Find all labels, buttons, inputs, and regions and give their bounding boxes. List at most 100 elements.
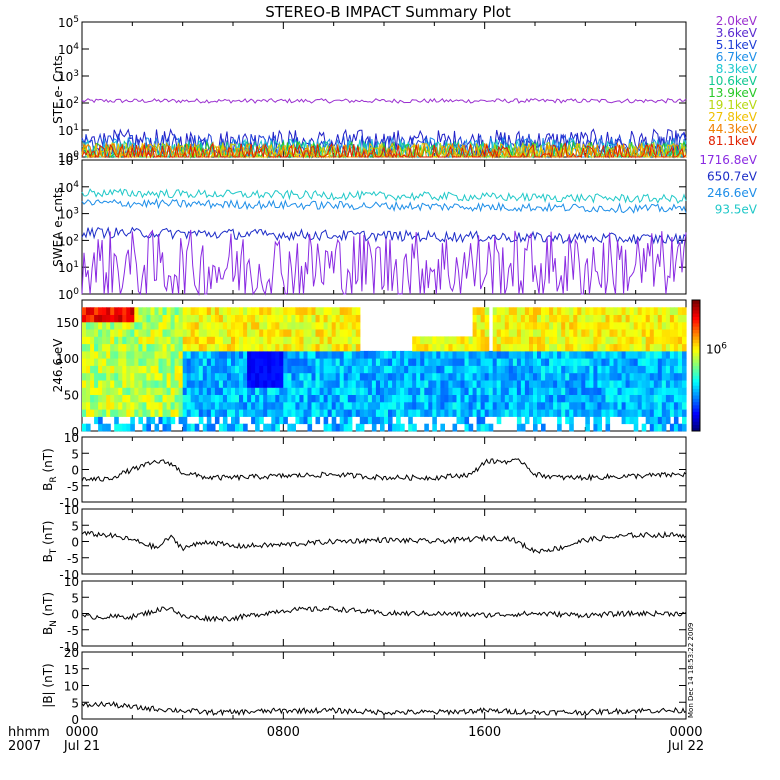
pad-heatmap-cell	[327, 314, 333, 323]
pad-heatmap-cell	[142, 372, 147, 381]
pad-heatmap-cell	[86, 343, 91, 352]
pad-heatmap-cell	[166, 321, 172, 330]
pad-heatmap-cell	[114, 380, 119, 388]
pad-heatmap-cell	[291, 321, 296, 330]
pad-heatmap-cell	[625, 365, 631, 374]
pad-heatmap-cell	[210, 350, 216, 359]
pad-heatmap-cell	[432, 387, 437, 395]
pad-heatmap-cell	[255, 307, 260, 315]
pad-heatmap-cell	[682, 423, 687, 432]
pad-heatmap-cell	[198, 372, 204, 381]
pad-heatmap-cell	[218, 307, 224, 315]
pad-heatmap-cell	[235, 394, 240, 403]
pad-heatmap-cell	[243, 350, 248, 359]
pad-heatmap-cell	[649, 314, 655, 323]
pad-heatmap-cell	[593, 416, 598, 425]
pad-heatmap-cell	[327, 423, 333, 432]
pad-heatmap-cell	[343, 394, 349, 403]
pad-heatmap-cell	[251, 416, 256, 425]
pad-heatmap-cell	[106, 329, 111, 337]
pad-heatmap-cell	[174, 350, 180, 359]
pad-heatmap-cell	[496, 387, 502, 395]
pad-heatmap-cell	[637, 307, 643, 315]
pad-heatmap-cell	[98, 409, 103, 417]
pad-heatmap-cell	[267, 358, 272, 366]
pad-heatmap-cell	[388, 423, 393, 432]
pad-heatmap-cell	[593, 343, 598, 352]
pad-heatmap-cell	[339, 343, 345, 352]
pad-heatmap-cell	[508, 350, 514, 359]
pad-heatmap-cell	[533, 314, 538, 323]
pad-heatmap-cell	[202, 394, 208, 403]
pad-heatmap-cell	[581, 358, 586, 366]
pad-heatmap-cell	[520, 307, 526, 315]
pad-heatmap-cell	[178, 343, 184, 352]
pad-heatmap-cell	[384, 394, 389, 403]
pad-heatmap-cell	[464, 387, 470, 395]
pad-heatmap-cell	[327, 343, 333, 352]
pad-heatmap-cell	[412, 372, 417, 381]
pad-heatmap-cell	[396, 423, 401, 432]
pad-heatmap-cell	[597, 387, 602, 395]
pad-heatmap-cell	[182, 307, 188, 315]
pad-heatmap-cell	[194, 372, 200, 381]
pad-heatmap-cell	[673, 372, 679, 381]
pad-heatmap-cell	[303, 365, 309, 374]
pad-heatmap-cell	[621, 372, 627, 381]
pad-heatmap-cell	[549, 387, 554, 395]
pad-heatmap-cell	[110, 321, 115, 330]
pad-heatmap-cell	[146, 409, 151, 417]
pad-heatmap-cell	[617, 394, 623, 403]
pad-heatmap-cell	[609, 314, 615, 323]
pad-heatmap-cell	[339, 336, 345, 345]
pad-heatmap-cell	[279, 365, 284, 374]
pad-heatmap-cell	[633, 314, 639, 323]
pad-heatmap-cell	[218, 343, 224, 352]
pad-heatmap-cell	[263, 307, 268, 315]
pad-heatmap-cell	[682, 307, 687, 315]
pad-heatmap-cell	[476, 372, 482, 381]
pad-heatmap-cell	[331, 380, 337, 388]
pad-heatmap-cell	[267, 380, 272, 388]
pad-heatmap-cell	[263, 343, 268, 352]
pad-heatmap-cell	[158, 321, 164, 330]
pad-colorbar-cell	[692, 349, 700, 353]
pad-heatmap-cell	[665, 416, 671, 425]
pad-y-tick-label: 0	[71, 425, 79, 439]
pad-heatmap-cell	[102, 358, 107, 366]
pad-heatmap-cell	[259, 350, 264, 359]
pad-heatmap-cell	[549, 307, 554, 315]
pad-heatmap-cell	[102, 365, 107, 374]
pad-heatmap-cell	[158, 307, 164, 315]
pad-heatmap-cell	[174, 387, 180, 395]
pad-heatmap-cell	[649, 416, 655, 425]
pad-heatmap-cell	[323, 314, 329, 323]
pad-colorbar-cell	[692, 300, 700, 304]
pad-heatmap-cell	[561, 350, 566, 359]
pad-heatmap-cell	[404, 394, 409, 403]
pad-heatmap-cell	[94, 372, 99, 381]
pad-heatmap-cell	[331, 372, 337, 381]
pad-heatmap-cell	[657, 321, 663, 330]
pad-heatmap-cell	[428, 409, 433, 417]
pad-heatmap-cell	[533, 401, 538, 410]
pad-heatmap-cell	[315, 365, 321, 374]
pad-heatmap-cell	[524, 329, 530, 337]
pad-heatmap-cell	[146, 387, 151, 395]
pad-heatmap-cell	[158, 401, 164, 410]
pad-heatmap-cell	[162, 314, 168, 323]
pad-heatmap-cell	[271, 423, 276, 432]
pad-heatmap-cell	[408, 380, 413, 388]
pad-heatmap-cell	[444, 401, 449, 410]
pad-heatmap-cell	[388, 372, 393, 381]
pad-heatmap-cell	[424, 365, 429, 374]
pad-heatmap-cell	[557, 401, 562, 410]
pad-heatmap-cell	[190, 380, 196, 388]
pad-heatmap-cell	[218, 329, 224, 337]
pad-heatmap-cell	[271, 380, 276, 388]
pad-heatmap-cell	[416, 336, 421, 345]
pad-heatmap-cell	[311, 365, 317, 374]
pad-heatmap-cell	[629, 372, 635, 381]
pad-heatmap-cell	[134, 401, 139, 410]
pad-heatmap-cell	[448, 365, 453, 374]
